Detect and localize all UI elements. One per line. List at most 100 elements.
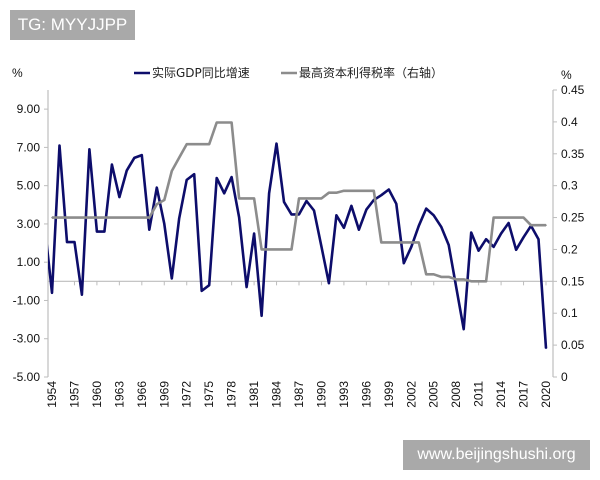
gdp-point [51,292,53,294]
right-tick-label: 0.05 [561,338,585,352]
gdp-point [170,277,173,280]
tax-point [133,216,136,219]
x-tick-label: 1963 [112,381,126,408]
x-tick-label: 2020 [539,381,553,408]
legend: 实际GDP同比增速 最高资本利得税率（右轴） [134,65,443,80]
right-axis-unit: % [561,68,572,82]
gdp-point [268,192,270,195]
left-tick-label: 9.00 [17,102,41,116]
gdp-point [313,209,315,212]
tax-point [275,248,278,251]
x-tick-label: 2008 [449,381,463,408]
left-tick-label: 5.00 [17,179,41,193]
gdp-point [515,248,517,251]
gdp-point [545,347,547,350]
tax-point [328,191,330,194]
x-tick-label: 2014 [494,381,508,408]
gdp-point [126,169,128,172]
right-tick-label: 0.1 [561,306,578,320]
gdp-point [343,226,345,229]
right-tick-label: 0.25 [561,211,585,225]
tax-point [245,197,248,200]
gdp-point [230,176,233,178]
tax-point [193,143,196,146]
left-axis-unit: % [12,66,23,80]
gdp-point [253,232,255,235]
x-tick-label: 1981 [247,381,261,408]
x-tick-label: 1978 [225,381,239,408]
tax-point [260,248,263,251]
gdp-point [447,244,450,246]
tax-point [470,280,472,283]
tax-point [185,143,188,146]
gdp-point [477,249,480,252]
gdp-point [96,230,98,233]
gdp-point [507,222,510,224]
gdp-point [245,286,248,288]
right-tick-label: 0.4 [561,115,578,129]
tax-point [58,216,61,219]
tax-point [103,216,106,219]
tax-point [313,197,315,200]
tax-point [432,273,435,276]
tax-point [500,216,502,219]
gdp-point [275,142,278,145]
tax-point [111,216,113,219]
gdp-point [298,213,300,216]
tax-point [410,241,413,244]
gdp-point [522,236,525,239]
gdp-point [148,228,151,231]
gdp-point [200,290,203,292]
tax-point [425,273,428,276]
x-tick-label: 1972 [180,381,194,408]
gdp-point [305,200,308,202]
tax-point [298,197,300,200]
gdp-point [58,144,61,147]
tax-point [388,241,390,244]
legend-label-tax: 最高资本利得税率（右轴） [299,65,443,80]
left-tick-label: -3.00 [13,332,41,346]
tax-point [395,241,398,244]
right-tick-label: 0.15 [561,274,585,288]
tax-point [545,224,547,227]
tax-point [320,197,323,200]
gdp-point [320,246,323,248]
gdp-point [118,196,121,198]
x-tick-label: 1996 [359,381,373,408]
left-tick-label: 3.00 [17,217,41,231]
gdp-point [410,246,413,248]
right-tick-label: 0.3 [561,179,578,193]
tax-point [88,216,91,219]
gdp-point [163,223,166,225]
gdp-point [440,226,443,228]
tax-point [215,121,218,124]
gdp-point [358,228,360,231]
gdp-point [380,194,383,197]
right-tick-label: 0.45 [561,83,585,97]
gdp-point [365,208,368,211]
tax-point [268,248,270,251]
tax-point [343,189,345,192]
gdp-point [485,238,487,241]
tax-point [358,189,360,192]
gdp-point [388,188,390,191]
left-tick-label: -1.00 [13,293,41,307]
gdp-point [455,286,457,288]
gdp-point [335,214,338,217]
gdp-point [417,225,420,227]
right-tick-label: 0.35 [561,147,585,161]
gdp-growth-line [48,142,548,349]
tax-point [507,216,510,219]
gdp-point [462,328,465,330]
x-tick-label: 1984 [270,381,284,408]
gdp-point [328,282,330,285]
gdp-point [223,192,225,195]
tax-point [96,216,98,219]
tax-point [447,276,450,278]
tax-point [402,241,405,244]
gdp-point [215,177,218,179]
tax-point [66,216,68,219]
watermark-top: TG: MYYJJPP [10,10,135,40]
tax-point [373,189,375,192]
tax-point [238,197,240,200]
